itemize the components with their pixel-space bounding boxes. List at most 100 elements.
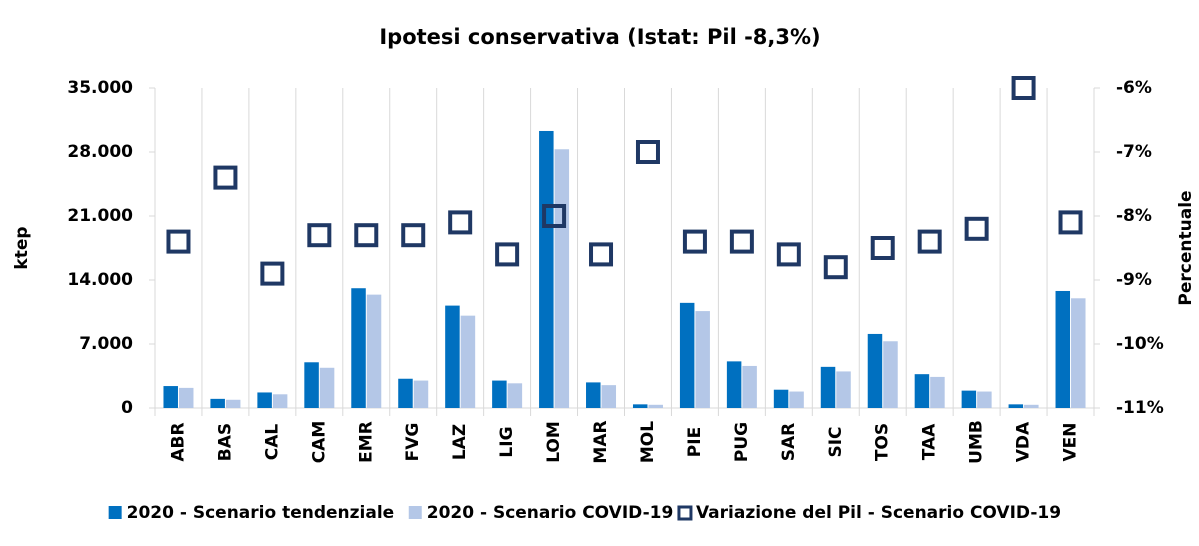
bar [1024, 404, 1039, 408]
x-tick-label: PIE [685, 427, 705, 457]
bar [554, 149, 570, 408]
x-tick-label: BAS [215, 423, 235, 461]
bar [742, 365, 757, 408]
bar [914, 374, 930, 408]
y2-tick-label: -7% [1116, 142, 1152, 162]
marker [542, 204, 567, 228]
x-tick-label: VEN [1061, 423, 1081, 462]
y2-tick-label: -9% [1116, 270, 1152, 290]
y-tick-label: 21.000 [67, 206, 133, 226]
marker [682, 229, 707, 254]
x-tick-label: LOM [544, 421, 564, 463]
legend-swatch [408, 506, 422, 519]
bar [210, 398, 225, 408]
bar [586, 382, 601, 408]
marker [401, 223, 426, 248]
bar [883, 341, 898, 408]
x-tick-label: TAA [920, 423, 940, 460]
x-tick-label: LIG [497, 426, 517, 457]
x-tick-label: VDA [1014, 421, 1034, 462]
y2-tick-label: -8% [1116, 206, 1152, 226]
marker [260, 261, 285, 286]
y-tick-label: 7.000 [79, 334, 133, 354]
x-tick-label: SAR [779, 423, 799, 462]
bar [961, 390, 977, 408]
bar [225, 399, 241, 408]
y-tick-label: 35.000 [67, 78, 133, 98]
bar [492, 380, 507, 408]
x-tick-label: ABR [168, 422, 188, 461]
bar [977, 391, 992, 408]
bar [867, 333, 883, 408]
marker [354, 223, 379, 248]
marker [729, 229, 754, 254]
bar [460, 315, 476, 408]
marker [776, 242, 801, 267]
bar [836, 371, 851, 408]
x-tick-label: MAR [591, 420, 611, 463]
x-tick-label: UMB [967, 420, 987, 464]
x-tick-label: EMR [356, 421, 376, 463]
bar [726, 361, 742, 408]
marker [307, 223, 332, 248]
x-tick-label: FVG [403, 423, 423, 462]
marker [589, 242, 614, 267]
bar [648, 404, 663, 408]
y2-tick-label: -10% [1116, 334, 1164, 354]
marker [213, 165, 238, 190]
marker [166, 229, 191, 254]
bar [272, 394, 288, 408]
marker [1058, 210, 1083, 235]
marker [917, 229, 942, 254]
marker [1011, 76, 1036, 100]
bar [366, 294, 382, 408]
y-tick-label: 14.000 [67, 270, 133, 290]
y2-axis-label: Percentuale [1176, 190, 1196, 305]
bar [351, 288, 366, 408]
marker [448, 210, 473, 235]
bar [789, 391, 804, 408]
y-tick-label: 0 [121, 398, 133, 418]
bar [413, 380, 429, 408]
bar [1008, 404, 1024, 408]
bar [820, 366, 836, 408]
y2-tick-label: -11% [1116, 398, 1164, 418]
legend-label: 2020 - Scenario tendenziale [127, 503, 395, 523]
marker [870, 236, 895, 260]
y2-tick-label: -6% [1116, 78, 1152, 98]
y-tick-label: 28.000 [67, 142, 133, 162]
bar [1071, 298, 1086, 408]
bar [632, 404, 648, 408]
bar [163, 386, 178, 408]
bar [539, 130, 554, 408]
x-tick-label: CAL [262, 424, 282, 461]
x-tick-label: CAM [309, 421, 329, 464]
bar [679, 302, 695, 408]
bar [178, 387, 194, 408]
bar [445, 305, 460, 408]
bar [304, 362, 319, 408]
legend-label: 2020 - Scenario COVID-19 [427, 503, 674, 523]
bar [507, 383, 523, 408]
bar [1055, 290, 1071, 408]
bar [695, 311, 710, 408]
bar [773, 389, 789, 408]
marker [964, 216, 989, 241]
x-tick-label: MOL [638, 421, 658, 463]
x-tick-label: LAZ [450, 424, 470, 460]
x-tick-label: PUG [732, 422, 752, 462]
x-tick-label: TOS [873, 423, 893, 461]
legend-swatch [677, 505, 693, 521]
legend-swatch [108, 506, 122, 519]
marker [495, 242, 520, 267]
marker [635, 140, 660, 164]
bar [257, 392, 272, 408]
marker [823, 255, 848, 280]
bar [601, 385, 617, 408]
bar [930, 376, 945, 408]
legend-label: Variazione del Pil - Scenario COVID-19 [696, 503, 1061, 523]
chart-title: Ipotesi conservativa (Istat: Pil -8,3%) [379, 25, 820, 49]
bar [319, 367, 335, 408]
y-axis-label: ktep [12, 226, 32, 269]
